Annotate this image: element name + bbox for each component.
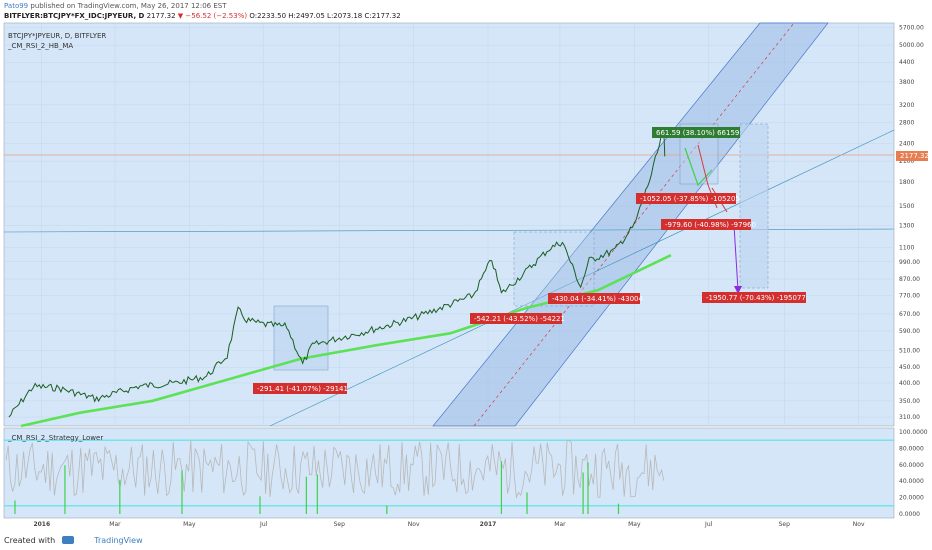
footer: Created with TradingView [4,536,143,545]
annotation-text-drop-1: -1052.05 (-37.85%) -105205 [640,195,740,203]
author-link[interactable]: Pato99 [4,2,29,10]
y-tick-label: 770.00 [899,292,920,299]
rsi-tick-label: 100.0000 [899,429,928,436]
rising-channel [432,22,829,427]
x-tick-label: Sep [334,521,346,528]
symbol-info: BITFLYER:BTCJPY*FX_IDC:JPYEUR, D 2177.32… [4,12,401,20]
y-tick-label: 870.00 [899,276,920,283]
range-box-2016 [273,305,329,371]
last-price-label: 2177.32 [900,152,929,160]
annotation-text-projection: -1950.77 (-70.43%) -195077 [706,294,806,302]
y-tick-label: 1100 [899,245,914,252]
annotation-text-jul: -291.41 (-41.07%) -29141 [257,385,348,393]
x-tick-label: Jul [259,521,268,528]
y-tick-label: 590.00 [899,328,920,335]
publish-info: Pato99 published on TradingView.com, May… [4,2,227,10]
created-with-text: Created with [4,536,56,545]
y-tick-label: 1500 [899,203,914,210]
y-tick-label: 5000.00 [899,42,924,49]
y-tick-label: 5700.00 [899,25,924,32]
rsi-tick-label: 40.0000 [899,478,924,485]
x-tick-label: 2017 [480,521,497,528]
long-trendline [269,129,895,427]
symbol-price: 2177.32 [146,12,176,20]
tradingview-link[interactable]: TradingView [94,536,143,545]
rsi-line [5,440,665,499]
y-tick-label: 670.00 [899,311,920,318]
y-tick-label: 3800 [899,79,914,86]
y-tick-label: 2400 [899,140,914,147]
price-series-line [8,129,666,418]
x-tick-label: May [183,521,196,528]
y-tick-label: 1300 [899,222,914,229]
annotation-drop-2: -979.60 (-40.98%) -97960 [661,219,756,230]
y-tick-label: 4400 [899,59,914,66]
projection-box [739,123,769,289]
rsi-tick-label: 80.0000 [899,445,924,452]
annotation-text-jan: -542.21 (-43.52%) -54221 [474,315,565,323]
publish-text: published on TradingView.com, May 26, 20… [30,2,227,10]
rsi-tick-label: 60.0000 [899,462,924,469]
channel-midline [473,22,795,427]
x-tick-label: Nov [408,521,420,528]
rsi-plot-area[interactable] [3,427,895,519]
annotation-drop-projection: -1950.77 (-70.43%) -195077 [702,292,806,303]
y-tick-label: 2800 [899,120,914,127]
indicator-title: _CM_RSI_2_HB_MA [7,42,73,50]
annotation-drop-mar: -430.04 (-34.41%) -43004 [548,293,643,304]
y-tick-label: 1800 [899,179,914,186]
annotation-drop-jul: -291.41 (-41.07%) -29141 [253,383,348,394]
rsi-tick-label: 0.0000 [899,511,920,518]
y-tick-label: 3200 [899,102,914,109]
x-axis[interactable]: 2016 Mar May Jul Sep Nov 2017 Mar May Jul Sep Nov [33,521,865,528]
y-tick-label: 2100 [899,158,914,165]
chart-title: BTCJPY*JPYEUR, D, BITFLYER [8,32,106,40]
y-tick-label: 350.00 [899,398,920,405]
annotation-text-drop-2: -979.60 (-40.98%) -97960 [665,221,756,229]
y-tick-label: 510.00 [899,347,920,354]
annotation-gain-may: 661.59 (38.10%) 66159 [652,127,740,138]
annotation-drop-jan: -542.21 (-43.52%) -54221 [470,313,565,324]
symbol-name: BITFLYER:BTCJPY*FX_IDC:JPYEUR, D [4,12,145,20]
annotation-drop-1: -1052.05 (-37.85%) -105205 [636,193,740,204]
x-tick-label: 2016 [33,521,50,528]
grid-lines [4,23,894,518]
y-tick-label: 400.00 [899,380,920,387]
annotation-text-mar: -430.04 (-34.41%) -43004 [552,295,643,303]
x-tick-label: Sep [779,521,791,528]
y-tick-label: 450.00 [899,364,920,371]
x-tick-label: Jul [704,521,713,528]
rsi-title: _CM_RSI_2_Strategy_Lower [7,434,103,442]
x-tick-label: May [628,521,641,528]
symbol-ohlc: O:2233.50 H:2497.05 L:2073.18 C:2177.32 [249,12,401,20]
annotation-text-gain: 661.59 (38.10%) 66159 [656,129,739,137]
y-axis[interactable]: 310.00 350.00 400.00 450.00 510.00 590.00 670.… [899,25,924,421]
rsi-tick-label: 20.0000 [899,495,924,502]
rsi-layer: 100.0000 80.0000 60.0000 40.0000 20.0000 0.00… [4,429,928,518]
x-tick-label: Nov [853,521,865,528]
y-tick-label: 310.00 [899,414,920,421]
symbol-change: ▼ −56.52 (−2.53%) [177,12,248,20]
x-tick-label: Mar [554,521,566,528]
x-tick-label: Mar [109,521,121,528]
y-tick-label: 990.00 [899,259,920,266]
last-price-marker: 2177.32 [896,151,929,161]
annotation-labels: 661.59 (38.10%) 66159 -1052.05 (-37.85%)… [253,127,806,394]
tradingview-logo-icon [61,536,74,544]
